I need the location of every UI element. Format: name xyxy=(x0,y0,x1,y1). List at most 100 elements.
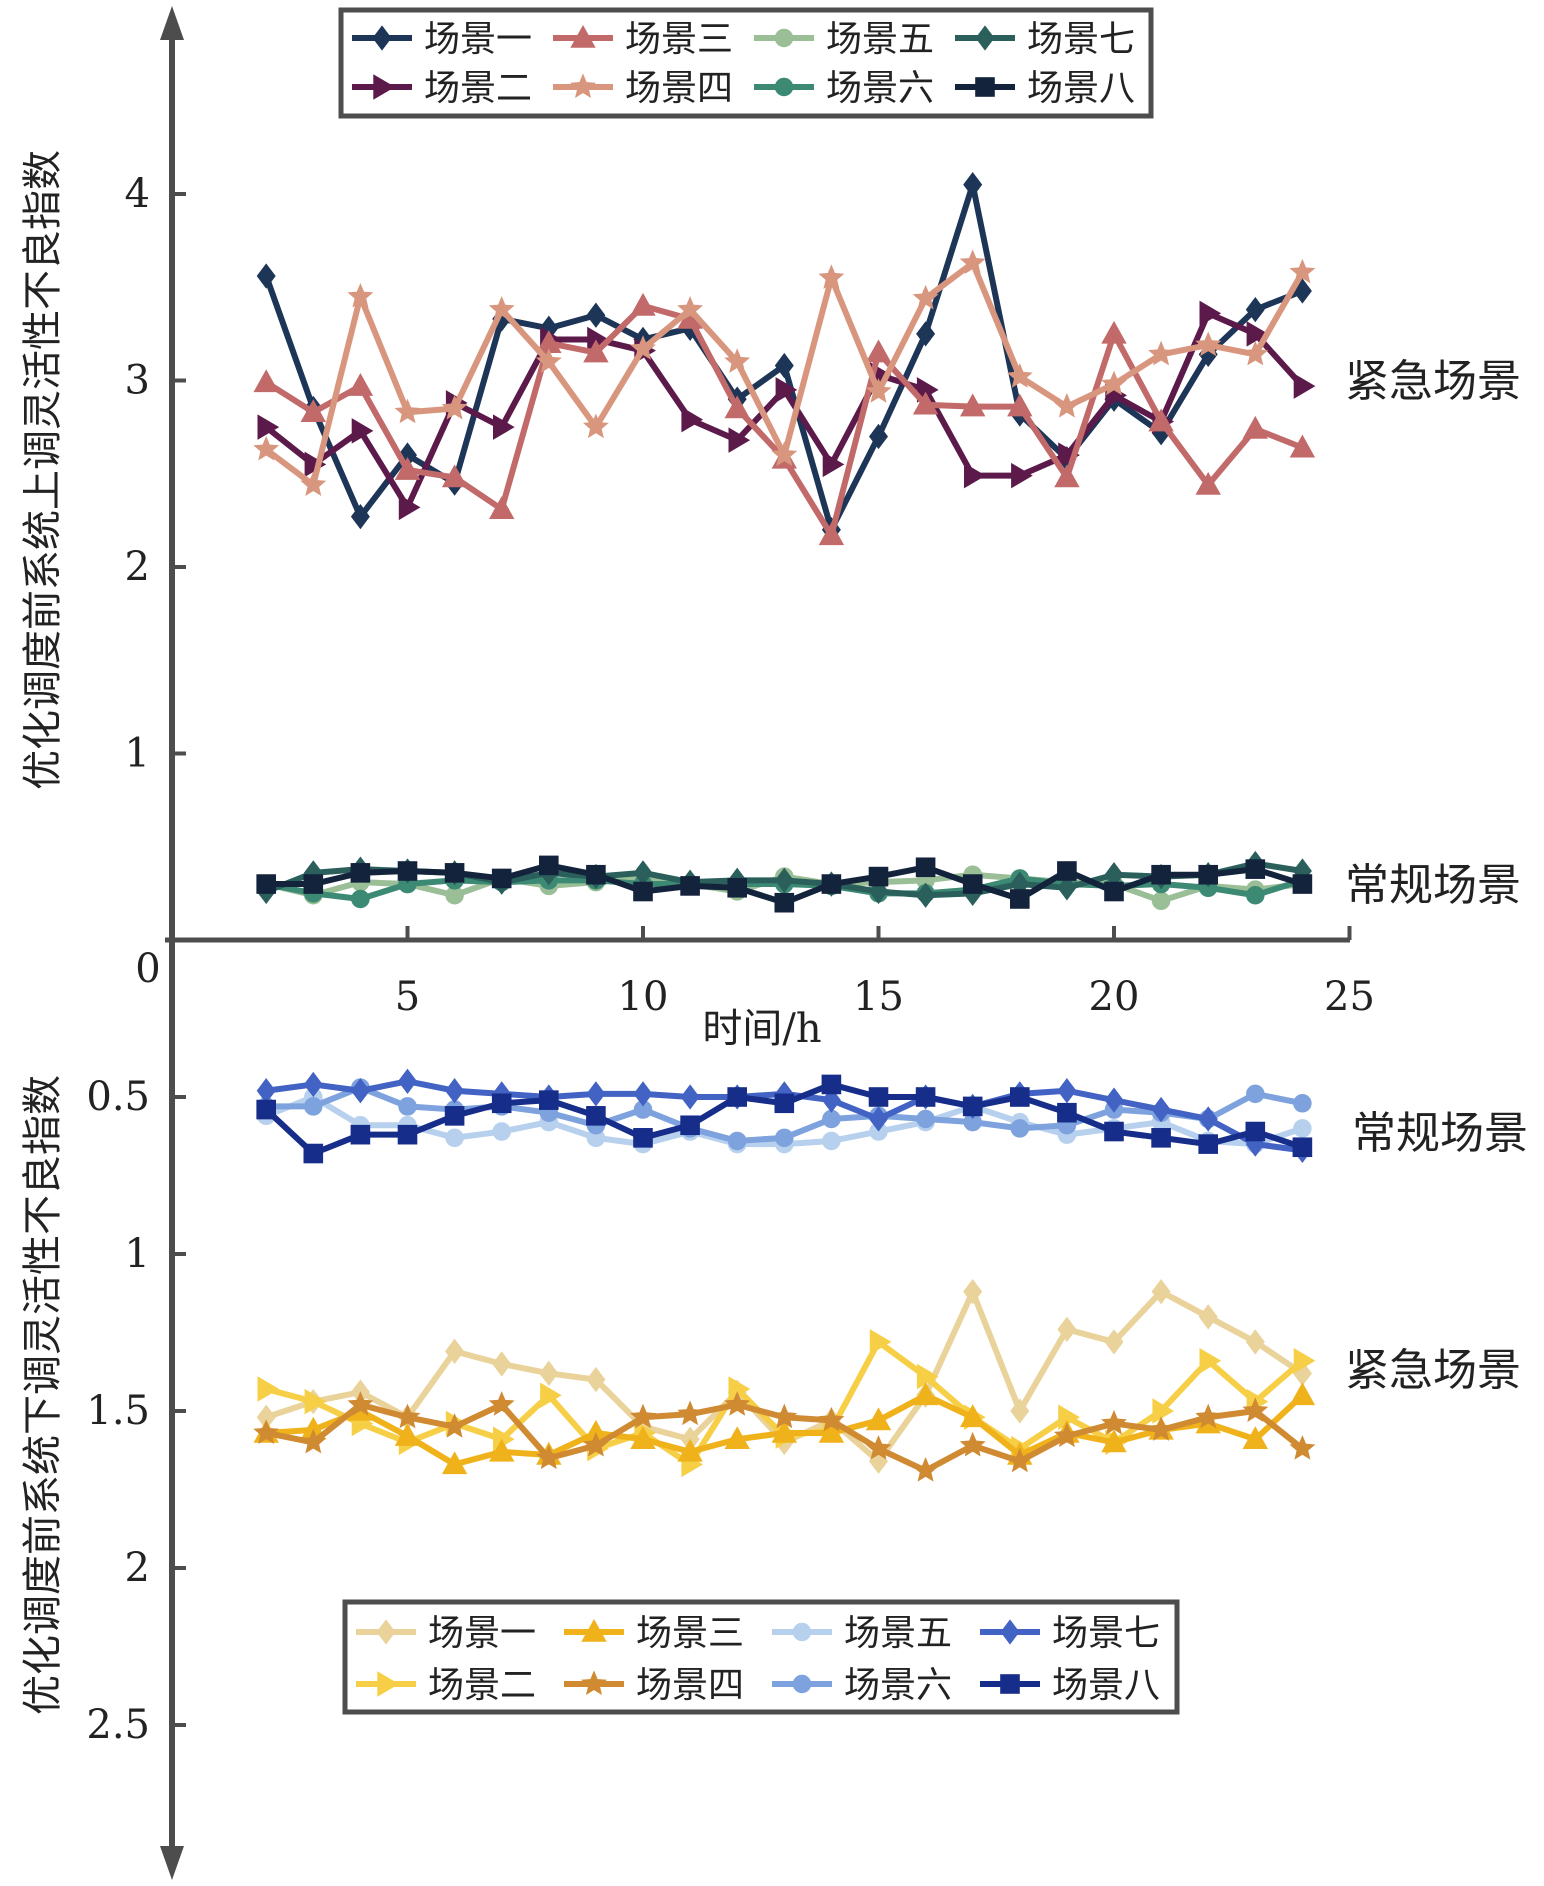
lower-data-point xyxy=(822,1131,841,1151)
lower-data-point xyxy=(1198,1106,1218,1132)
upper-legend-label: 场景六 xyxy=(826,68,934,109)
upper-data-point xyxy=(441,464,468,488)
upper-data-point xyxy=(351,889,370,909)
upper-data-point xyxy=(350,503,370,530)
upper-data-point xyxy=(300,399,326,423)
lower-data-point xyxy=(350,1078,370,1104)
upper-data-point xyxy=(1148,408,1174,432)
lower-data-point xyxy=(582,1431,609,1457)
lower-data-point xyxy=(256,1078,276,1104)
upper-data-point xyxy=(491,868,512,889)
upper-data-point xyxy=(630,335,656,360)
upper-y-tick-label: 1 xyxy=(125,731,150,777)
lower-legend-item: 场景六 xyxy=(772,1665,952,1706)
upper-data-point xyxy=(1054,464,1080,488)
lower-data-point xyxy=(445,1128,464,1148)
lower-data-point xyxy=(586,1366,606,1393)
upper-data-point xyxy=(916,321,936,347)
lower-data-point xyxy=(350,1124,371,1145)
upper-legend-item: 场景一 xyxy=(352,19,532,60)
upper-data-point xyxy=(1246,885,1265,905)
upper-legend-marker xyxy=(372,25,392,51)
upper-data-point xyxy=(681,406,704,433)
lower-data-point xyxy=(865,1435,892,1460)
lower-legend-label: 场景四 xyxy=(636,1665,744,1706)
lower-data-point xyxy=(724,1391,751,1416)
lower-data-point xyxy=(1293,1094,1312,1113)
lower-data-point xyxy=(394,1423,421,1446)
upper-data-point xyxy=(960,393,986,417)
upper-data-point xyxy=(1292,874,1313,894)
lower-data-point xyxy=(728,1376,751,1402)
lower-data-point xyxy=(1245,1121,1266,1142)
upper-data-point xyxy=(441,394,468,420)
upper-legend-marker xyxy=(975,77,995,97)
upper-legend-item: 场景三 xyxy=(553,19,733,60)
lower-legend-marker xyxy=(581,1618,607,1642)
x-tick-label: 5 xyxy=(395,974,420,1020)
upper-legend-box xyxy=(338,7,1154,119)
lower-data-point xyxy=(257,1376,280,1402)
upper-data-point xyxy=(257,414,280,440)
lower-series-8 xyxy=(256,1074,1313,1164)
lower-data-point xyxy=(1104,1121,1124,1142)
lower-data-point xyxy=(1057,1078,1077,1104)
lower-data-point xyxy=(1053,1422,1080,1448)
upper-y-tick-label: 2 xyxy=(125,544,150,590)
upper-legend-label: 场景一 xyxy=(424,19,532,60)
lower-data-point xyxy=(677,1438,703,1462)
lower-legend-item: 场景三 xyxy=(564,1613,744,1654)
lower-legend-marker xyxy=(581,1670,607,1696)
upper-data-point xyxy=(677,296,704,321)
upper-data-point xyxy=(912,391,939,415)
lower-data-point xyxy=(775,1128,794,1148)
upper-data-point xyxy=(300,471,327,496)
lower-y-tick-label: 1 xyxy=(125,1231,150,1277)
lower-data-point xyxy=(394,1403,421,1429)
lower-data-point xyxy=(300,1428,327,1454)
lower-data-point xyxy=(727,1131,747,1151)
upper-series-8 xyxy=(256,855,1313,913)
upper-data-point xyxy=(818,264,845,289)
lower-data-point xyxy=(1289,1382,1316,1406)
lower-data-point xyxy=(959,1431,986,1457)
lower-data-point xyxy=(488,1391,515,1416)
lower-data-point xyxy=(774,1093,795,1114)
lower-data-point xyxy=(539,1360,559,1386)
upper-data-point xyxy=(1053,393,1080,418)
lower-data-point xyxy=(1242,1397,1269,1423)
upper-data-point xyxy=(586,302,606,328)
lower-data-point xyxy=(535,1444,562,1470)
upper-data-point xyxy=(912,284,939,310)
upper-data-point xyxy=(1289,258,1316,284)
lower-data-point xyxy=(1104,1087,1124,1113)
lower-data-point xyxy=(822,1109,841,1129)
lower-data-point xyxy=(303,1071,323,1098)
lower-y-axis-ticks: 0.5 1 1.5 2 2.5 xyxy=(86,1074,186,1748)
upper-data-point xyxy=(1101,320,1127,344)
upper-normal-label: 常规场景 xyxy=(1345,860,1521,911)
upper-legend-marker xyxy=(774,28,794,48)
upper-data-point xyxy=(1242,340,1269,366)
lower-data-point xyxy=(1198,1134,1219,1154)
lower-data-point xyxy=(633,1128,653,1148)
upper-data-point xyxy=(394,398,421,424)
upper-data-point xyxy=(1058,442,1080,468)
upper-data-point xyxy=(583,339,609,363)
upper-data-point xyxy=(774,892,795,913)
upper-data-point xyxy=(916,882,936,908)
upper-y-tick-label: 3 xyxy=(125,358,150,404)
lower-legend-marker xyxy=(1000,1619,1020,1645)
lower-data-point xyxy=(539,1090,559,1110)
lower-data-point xyxy=(1198,1304,1218,1330)
upper-legend-label: 场景五 xyxy=(826,19,934,60)
lower-data-point xyxy=(441,1451,468,1475)
upper-data-point xyxy=(397,861,418,881)
upper-data-point xyxy=(680,876,700,896)
upper-data-point xyxy=(868,866,889,887)
lower-data-point xyxy=(916,1363,939,1390)
upper-legend-label: 场景四 xyxy=(625,68,733,109)
x-axis-title: 时间/h xyxy=(702,1006,821,1052)
upper-data-point xyxy=(444,863,465,883)
upper-data-point xyxy=(488,296,515,321)
